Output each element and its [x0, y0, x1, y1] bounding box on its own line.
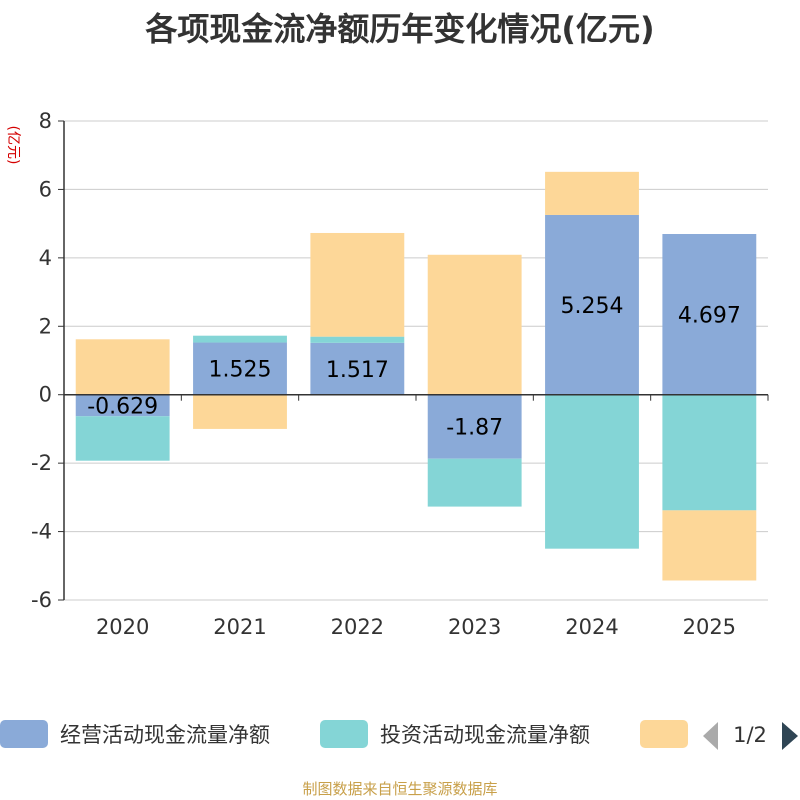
- bar-series-0-2021[interactable]: [193, 342, 287, 395]
- bar-series-2-2020[interactable]: [75, 339, 170, 395]
- x-tick-label: 2023: [448, 615, 501, 639]
- bar-series-0-2024[interactable]: [545, 214, 639, 395]
- legend-label[interactable]: 投资活动现金流量净额: [380, 723, 590, 747]
- y-tick-label: -2: [31, 451, 52, 475]
- legend: 经营活动现金流量净额 投资活动现金流量净额 1/2: [0, 720, 798, 750]
- y-tick-label: 6: [39, 177, 52, 201]
- y-tick-label: 2: [39, 314, 52, 338]
- legend-next-icon[interactable]: [782, 722, 798, 750]
- legend-prev-icon[interactable]: [703, 722, 718, 750]
- bar-series-0-2025[interactable]: [662, 234, 757, 395]
- legend-page-indicator: 1/2: [733, 723, 767, 747]
- data-label: -1.87: [446, 416, 503, 441]
- data-label: -0.629: [87, 394, 158, 419]
- legend-swatch[interactable]: [0, 720, 48, 748]
- data-label: 1.517: [326, 358, 389, 383]
- legend-label[interactable]: 经营活动现金流量净额: [60, 723, 270, 747]
- x-tick-label: 2020: [96, 615, 149, 639]
- bar-series-2-2023[interactable]: [427, 254, 522, 395]
- data-label: 4.697: [678, 303, 741, 328]
- y-axis-label: (亿元): [5, 126, 21, 165]
- legend-swatch[interactable]: [640, 720, 688, 748]
- x-tick-label: 2025: [683, 615, 736, 639]
- bar-series-0-2023[interactable]: [427, 394, 522, 459]
- data-source-note: 制图数据来自恒生聚源数据库: [302, 780, 498, 798]
- bar-series-0-2020[interactable]: [75, 394, 170, 417]
- y-tick-label: 4: [39, 246, 52, 270]
- bars: [75, 171, 757, 581]
- bar-series-1-2022[interactable]: [310, 336, 405, 343]
- y-tick-label: 0: [39, 383, 52, 407]
- legend-swatch[interactable]: [320, 720, 368, 748]
- x-tick-label: 2021: [213, 615, 266, 639]
- bar-series-1-2024[interactable]: [545, 394, 639, 549]
- bar-series-2-2024[interactable]: [545, 171, 639, 215]
- bar-series-0-2022[interactable]: [310, 342, 405, 395]
- bar-series-1-2025[interactable]: [662, 394, 757, 511]
- bar-series-2-2021[interactable]: [193, 394, 287, 429]
- bar-series-1-2023[interactable]: [427, 458, 522, 507]
- bar-series-1-2020[interactable]: [75, 416, 170, 461]
- bar-series-2-2022[interactable]: [310, 232, 405, 337]
- bar-series-2-2025[interactable]: [662, 510, 757, 581]
- x-tick-label: 2024: [565, 615, 618, 639]
- y-tick-label: -6: [31, 588, 52, 612]
- bar-series-1-2021[interactable]: [193, 335, 287, 343]
- chart-title: 各项现金流净额历年变化情况(亿元): [145, 10, 655, 48]
- x-tick-label: 2022: [331, 615, 384, 639]
- data-labels: -0.629 1.525 1.517 -1.87 5.254 4.697: [87, 294, 741, 441]
- y-tick-label: 8: [39, 109, 52, 133]
- axes: -6 -4 -2 0 2 4 6 8 (亿元) 2020 2021 2022 2023 2024 2025: [5, 109, 769, 639]
- y-tick-label: -4: [31, 520, 52, 544]
- data-label: 5.254: [561, 294, 624, 319]
- data-label: 1.525: [209, 358, 272, 383]
